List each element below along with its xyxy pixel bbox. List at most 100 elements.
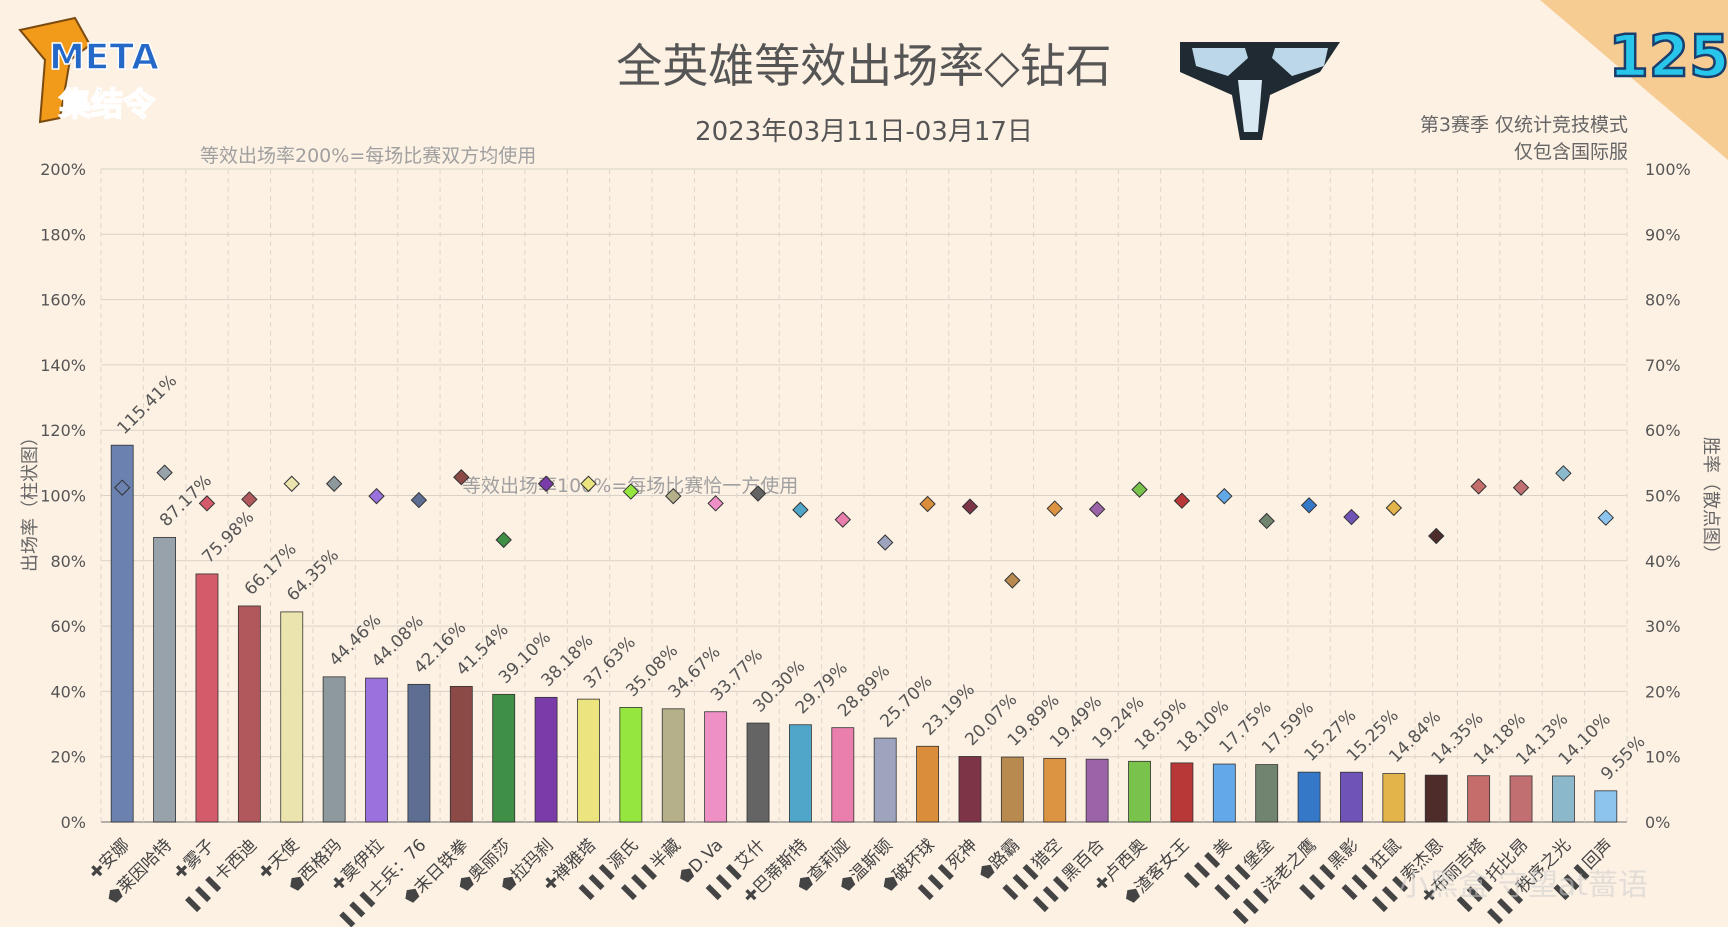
- logo-hammer-shape: [18, 16, 92, 124]
- corner-decoration: [1540, 0, 1728, 160]
- logo-text-meta: META: [49, 37, 159, 78]
- bar: [449, 685, 473, 823]
- winrate-point: [198, 495, 216, 512]
- winrate-point: [1555, 465, 1572, 482]
- bar: [1255, 764, 1279, 823]
- winrate-point: [410, 491, 428, 509]
- winrate-point: [834, 511, 852, 528]
- winrate-point: [1300, 497, 1318, 514]
- bar: [492, 693, 516, 823]
- bar: [1085, 758, 1109, 823]
- bar: [1340, 771, 1363, 823]
- bar: [534, 696, 558, 823]
- winrate-point: [1173, 492, 1191, 509]
- watermark: 小黑盒 守望at蔷语: [1398, 868, 1648, 903]
- bar: [407, 683, 431, 823]
- y-ticks: 0% 20% 40% 60% 80% 100% 120% 140% 160% 180% 200% 0%…: [40, 160, 1691, 832]
- bar: [1594, 790, 1618, 823]
- bar: [1212, 763, 1236, 823]
- bar: [788, 724, 812, 823]
- winrate-point: [580, 475, 597, 492]
- winrate-point: [1258, 512, 1275, 530]
- grid: [100, 168, 1628, 823]
- winrate-point: [1385, 499, 1403, 517]
- y-tick-left: 140%: [40, 356, 86, 375]
- bar: [195, 573, 219, 823]
- y-tick-left: 200%: [40, 160, 86, 179]
- winrate-point: [283, 475, 300, 492]
- y-tick-right: 10%: [1645, 748, 1681, 767]
- chart-title: 全英雄等效出场率◇钻石: [616, 39, 1111, 93]
- bar: [1467, 775, 1491, 823]
- y-tick-right: 70%: [1645, 356, 1681, 375]
- winrate-point: [622, 483, 640, 500]
- season-note: 第3赛季 仅统计竞技模式: [1420, 114, 1628, 136]
- winrate-point: [1216, 487, 1233, 505]
- bar: [1551, 775, 1575, 823]
- bar: [1382, 773, 1406, 823]
- winrate-point: [919, 495, 936, 513]
- bar: [873, 737, 897, 823]
- bar: [831, 727, 855, 823]
- bar: [153, 536, 177, 823]
- issue-number: 125: [1608, 22, 1728, 90]
- y-tick-right: 60%: [1645, 421, 1681, 440]
- bar: [661, 708, 685, 823]
- winrate-point: [1131, 481, 1148, 498]
- value-label: 115.41%: [114, 371, 182, 439]
- y-tick-right: 90%: [1645, 225, 1681, 244]
- annotation-200: 等效出场率200%=每场比赛双方均使用: [200, 145, 536, 167]
- bar: [1128, 760, 1151, 823]
- y-axis-left-title: 出场率（柱状图）: [20, 428, 41, 572]
- bar: [1170, 762, 1194, 823]
- winrate-point: [495, 531, 512, 549]
- y-tick-right: 20%: [1645, 682, 1681, 701]
- y-tick-left: 120%: [40, 421, 86, 440]
- bar: [1000, 756, 1024, 823]
- bar: [1509, 775, 1533, 823]
- winrate-point: [1512, 479, 1530, 496]
- bar: [365, 677, 388, 823]
- winrate-point: [537, 475, 555, 492]
- bar: [916, 745, 940, 823]
- winrate-point: [1004, 572, 1021, 589]
- y-tick-left: 80%: [50, 552, 86, 571]
- bar: [577, 698, 600, 823]
- bar: [1297, 771, 1321, 823]
- winrate-point: [241, 491, 258, 508]
- region-note: 仅包含国际服: [1514, 141, 1628, 163]
- y-tick-right: 50%: [1645, 487, 1681, 506]
- winrate-point: [453, 469, 470, 486]
- winrate-point: [707, 495, 724, 512]
- winrate-point: [1470, 478, 1487, 495]
- y-tick-right: 40%: [1645, 552, 1681, 571]
- y-tick-left: 60%: [50, 617, 86, 636]
- y-tick-left: 180%: [40, 225, 86, 244]
- bar: [237, 605, 261, 823]
- bar: [280, 611, 304, 823]
- bar: [1424, 774, 1448, 823]
- y-tick-right: 80%: [1645, 291, 1681, 310]
- winrate-point: [1428, 527, 1445, 545]
- logo-text-sub: 集结令: [58, 85, 156, 123]
- y-axis-right-title: 胜率（散点图）: [1700, 437, 1721, 563]
- chart-subtitle: 2023年03月11日-03月17日: [695, 117, 1033, 147]
- y-tick-left: 0%: [61, 813, 86, 832]
- category-labels: ✚安娜⬟莱因哈特✚雾子❚❚❚卡西迪✚天使⬟西格玛✚莫伊拉❚❚❚士兵：76⬟末日铁…: [85, 835, 1617, 927]
- y-tick-left: 100%: [40, 487, 86, 506]
- y-tick-left: 20%: [50, 748, 86, 767]
- diamond-rank-icon: [1180, 42, 1340, 140]
- y-tick-left: 160%: [40, 291, 86, 310]
- winrate-point: [665, 487, 682, 505]
- winrate-point: [113, 479, 131, 496]
- winrate-point: [325, 475, 343, 492]
- meta-logo: META 集结令: [18, 16, 160, 124]
- winrate-point: [792, 501, 809, 519]
- bars: [110, 444, 1618, 823]
- winrate-point: [1088, 501, 1106, 518]
- winrate-point: [1343, 508, 1360, 526]
- winrate-point: [749, 485, 767, 502]
- bar: [704, 711, 728, 823]
